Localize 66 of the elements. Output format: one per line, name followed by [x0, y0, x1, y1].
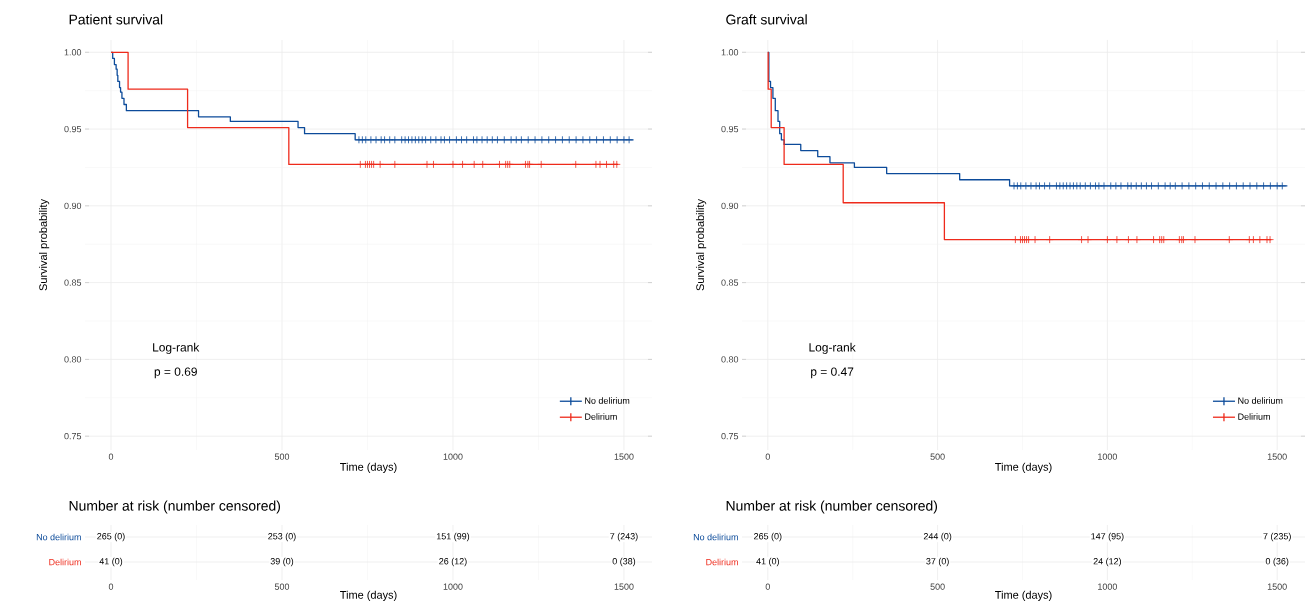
y-tick-label: 1.00	[721, 49, 739, 56]
y-tick-label: 1.00	[64, 49, 82, 56]
x-axis-title: Time (days)	[995, 462, 1052, 473]
x-tick-label: 500	[274, 453, 290, 460]
x-tick-label: 1500	[614, 453, 634, 460]
text: 41 (0)	[756, 557, 779, 567]
x-tick-label: 1000	[443, 583, 463, 590]
y-tick-label: 0.80	[721, 356, 739, 363]
x-tick-label: 1500	[1267, 583, 1287, 590]
legend-label: No delirium	[1238, 397, 1283, 404]
y-tick-label: 0.85	[64, 279, 82, 286]
text: 7 (243)	[610, 532, 638, 542]
y-tick-label: 0.85	[721, 279, 739, 286]
annotation: Log-rank	[809, 342, 856, 354]
text: 26 (12)	[439, 557, 467, 567]
chart-title: Patient survival	[69, 14, 163, 25]
x-axis-title: Time (days)	[340, 590, 397, 601]
x-tick-label: 0	[765, 583, 770, 590]
x-tick-label: 500	[274, 583, 290, 590]
text: 0 (38)	[612, 557, 636, 567]
text: 253 (0)	[268, 532, 296, 542]
y-tick-label: 0.95	[64, 125, 82, 133]
text: 151 (99)	[436, 532, 470, 542]
y-tick-label: 0.90	[64, 202, 82, 210]
y-tick-label: Delirium	[706, 558, 738, 566]
text: 39 (0)	[270, 557, 294, 567]
text: 41 (0)	[99, 557, 123, 567]
y-tick-label: Delirium	[49, 558, 81, 566]
annotation: p = 0.69	[154, 367, 197, 379]
chart-title: Number at risk (number censored)	[69, 500, 281, 514]
y-tick-label: No delirium	[693, 533, 738, 541]
x-axis-title: Time (days)	[340, 462, 397, 473]
legend-label: Delirium	[585, 413, 617, 420]
chart-title: Graft survival	[726, 14, 807, 25]
text: 0 (36)	[1265, 557, 1289, 567]
chart-title: Number at risk (number censored)	[726, 500, 938, 514]
y-axis-title: Survival probability	[695, 199, 707, 291]
y-tick-label: 0.75	[64, 433, 82, 440]
text: 7 (235)	[1263, 532, 1291, 542]
x-tick-label: 0	[108, 453, 114, 460]
x-tick-label: 1000	[1098, 583, 1118, 590]
x-axis-title: Time (days)	[995, 590, 1052, 601]
x-tick-label: 1500	[1267, 453, 1287, 460]
y-tick-label: 0.90	[721, 202, 739, 210]
x-tick-label: 500	[930, 583, 945, 590]
text: 147 (95)	[1091, 532, 1124, 542]
legend-label: No delirium	[585, 397, 630, 404]
annotation: Log-rank	[153, 342, 200, 354]
y-tick-label: No delirium	[36, 533, 81, 541]
text: 265 (0)	[97, 532, 125, 542]
text: 265 (0)	[754, 532, 782, 542]
x-tick-label: 1000	[1098, 453, 1118, 460]
x-tick-label: 1000	[443, 453, 463, 460]
x-tick-label: 500	[930, 453, 945, 460]
text: 24 (12)	[1093, 557, 1122, 567]
y-tick-label: 0.95	[721, 125, 739, 133]
x-tick-label: 0	[108, 583, 114, 590]
y-axis-title: Survival probability	[38, 199, 50, 291]
text: 244 (0)	[923, 532, 952, 542]
y-tick-label: 0.75	[721, 433, 739, 440]
x-tick-label: 1500	[614, 583, 634, 590]
text: 37 (0)	[926, 557, 949, 567]
annotation: p = 0.47	[811, 367, 854, 379]
legend-label: Delirium	[1238, 413, 1270, 420]
x-tick-label: 0	[765, 453, 770, 460]
y-tick-label: 0.80	[64, 356, 82, 363]
